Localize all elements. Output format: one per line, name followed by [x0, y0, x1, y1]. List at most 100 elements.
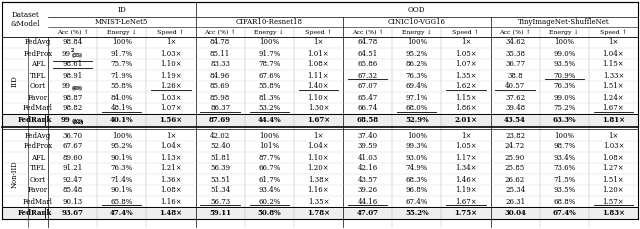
Text: 1.86×: 1.86× — [455, 104, 477, 112]
Text: 1.51×: 1.51× — [603, 175, 624, 183]
Text: 1.04×: 1.04× — [603, 49, 624, 57]
Text: 56.39: 56.39 — [210, 164, 230, 172]
Text: 95.2%: 95.2% — [111, 142, 133, 150]
Text: 67.4%: 67.4% — [406, 197, 428, 205]
Text: 76.3%: 76.3% — [553, 82, 575, 90]
Text: 91.7%: 91.7% — [111, 49, 133, 57]
Text: 1×: 1× — [608, 131, 619, 139]
Text: 1.35×: 1.35× — [308, 197, 329, 205]
Text: 1.83×: 1.83× — [602, 209, 625, 217]
Text: Favor: Favor — [28, 186, 48, 194]
Text: 1.19×: 1.19× — [160, 71, 182, 79]
Text: (35): (35) — [72, 53, 83, 58]
Text: 1.13×: 1.13× — [160, 153, 182, 161]
Text: 1.08×: 1.08× — [603, 153, 624, 161]
Text: 100%: 100% — [554, 38, 574, 46]
Text: 91.7%: 91.7% — [258, 49, 280, 57]
Text: 1×: 1× — [166, 131, 176, 139]
Text: Oort: Oort — [30, 82, 46, 90]
Text: 1.67×: 1.67× — [603, 104, 624, 112]
Text: 1.19×: 1.19× — [455, 186, 477, 194]
Text: 1.04×: 1.04× — [160, 142, 182, 150]
Text: 1.17×: 1.17× — [455, 153, 477, 161]
Text: 1×: 1× — [313, 131, 324, 139]
Text: 98.87: 98.87 — [63, 93, 83, 101]
Text: 36.77: 36.77 — [505, 60, 525, 68]
Text: 1.20×: 1.20× — [603, 186, 624, 194]
Text: OOD: OOD — [408, 5, 426, 14]
Text: 99.0%: 99.0% — [553, 93, 575, 101]
Text: 56.73: 56.73 — [210, 197, 230, 205]
Text: 24.72: 24.72 — [505, 142, 525, 150]
Text: 1.24×: 1.24× — [603, 93, 624, 101]
Text: 93.4%: 93.4% — [258, 186, 280, 194]
Text: 25.90: 25.90 — [505, 153, 525, 161]
Text: 86.2%: 86.2% — [406, 60, 428, 68]
Text: 42.02: 42.02 — [210, 131, 230, 139]
Text: 1.67×: 1.67× — [307, 116, 330, 124]
Text: 98.82: 98.82 — [63, 104, 83, 112]
Text: FedRank: FedRank — [18, 209, 52, 217]
Text: 51.34: 51.34 — [210, 186, 230, 194]
Text: 99: 99 — [61, 82, 70, 90]
Text: 1×: 1× — [461, 38, 471, 46]
Text: Favor: Favor — [28, 93, 48, 101]
Text: (49): (49) — [72, 86, 81, 91]
Text: 1.10×: 1.10× — [308, 153, 329, 161]
Text: 1.08×: 1.08× — [308, 60, 329, 68]
Text: 66.74: 66.74 — [358, 104, 378, 112]
Text: 85.48: 85.48 — [63, 186, 83, 194]
Text: 67.67: 67.67 — [63, 142, 83, 150]
Text: 63.3%: 63.3% — [552, 116, 576, 124]
Text: AFL: AFL — [31, 60, 45, 68]
Text: 25.34: 25.34 — [505, 186, 525, 194]
Text: (32): (32) — [72, 120, 83, 125]
Text: 1.04×: 1.04× — [308, 142, 329, 150]
Text: 1.67×: 1.67× — [455, 197, 477, 205]
Text: 84.96: 84.96 — [210, 71, 230, 79]
Text: 1×: 1× — [608, 38, 619, 46]
Text: 99.3%: 99.3% — [406, 142, 428, 150]
Text: 68.58: 68.58 — [356, 116, 379, 124]
Text: 1.27×: 1.27× — [603, 164, 624, 172]
Text: Acc (%) ↑: Acc (%) ↑ — [352, 29, 383, 35]
Text: 44.16: 44.16 — [358, 197, 378, 205]
Text: 1.48×: 1.48× — [159, 209, 182, 217]
Text: 69.4%: 69.4% — [406, 82, 428, 90]
Text: 99: 99 — [61, 116, 70, 124]
Text: 52.9%: 52.9% — [405, 116, 429, 124]
Text: 42.16: 42.16 — [358, 164, 378, 172]
Text: 99: 99 — [61, 82, 70, 90]
Text: 1.03×: 1.03× — [603, 142, 624, 150]
Text: 1.03×: 1.03× — [160, 93, 182, 101]
Text: 1.56×: 1.56× — [159, 116, 182, 124]
Text: 1.05×: 1.05× — [455, 49, 477, 57]
Text: 93.4%: 93.4% — [553, 153, 575, 161]
Text: Acc (%) ↑: Acc (%) ↑ — [57, 29, 88, 35]
Text: FedRank: FedRank — [18, 116, 52, 124]
Text: CINIC10-VGG16: CINIC10-VGG16 — [388, 18, 445, 26]
Text: 2: 2 — [71, 49, 74, 54]
Text: 93.5%: 93.5% — [553, 60, 575, 68]
Text: 75.7%: 75.7% — [111, 60, 133, 68]
Text: 1.16×: 1.16× — [308, 186, 329, 194]
Text: 41.03: 41.03 — [358, 153, 378, 161]
Text: FedAvg: FedAvg — [25, 38, 51, 46]
Text: 99.0%: 99.0% — [553, 49, 575, 57]
Text: 1.01×: 1.01× — [308, 49, 329, 57]
Text: 68.8%: 68.8% — [553, 197, 575, 205]
Text: 76.3%: 76.3% — [406, 71, 428, 79]
Text: 93.0%: 93.0% — [406, 153, 428, 161]
Text: TiFL: TiFL — [30, 71, 46, 79]
Text: 53.2%: 53.2% — [258, 104, 280, 112]
Text: 1×: 1× — [461, 131, 471, 139]
Text: Speed ↑: Speed ↑ — [600, 29, 627, 35]
Text: 83.33: 83.33 — [210, 60, 230, 68]
Text: 30.04: 30.04 — [504, 209, 526, 217]
Text: 1.81×: 1.81× — [602, 116, 625, 124]
Text: 1.08×: 1.08× — [160, 186, 182, 194]
Text: 38.8: 38.8 — [508, 71, 523, 79]
Text: 66.7%: 66.7% — [258, 164, 280, 172]
Text: (32): (32) — [72, 120, 84, 125]
Text: 37.40: 37.40 — [358, 131, 378, 139]
